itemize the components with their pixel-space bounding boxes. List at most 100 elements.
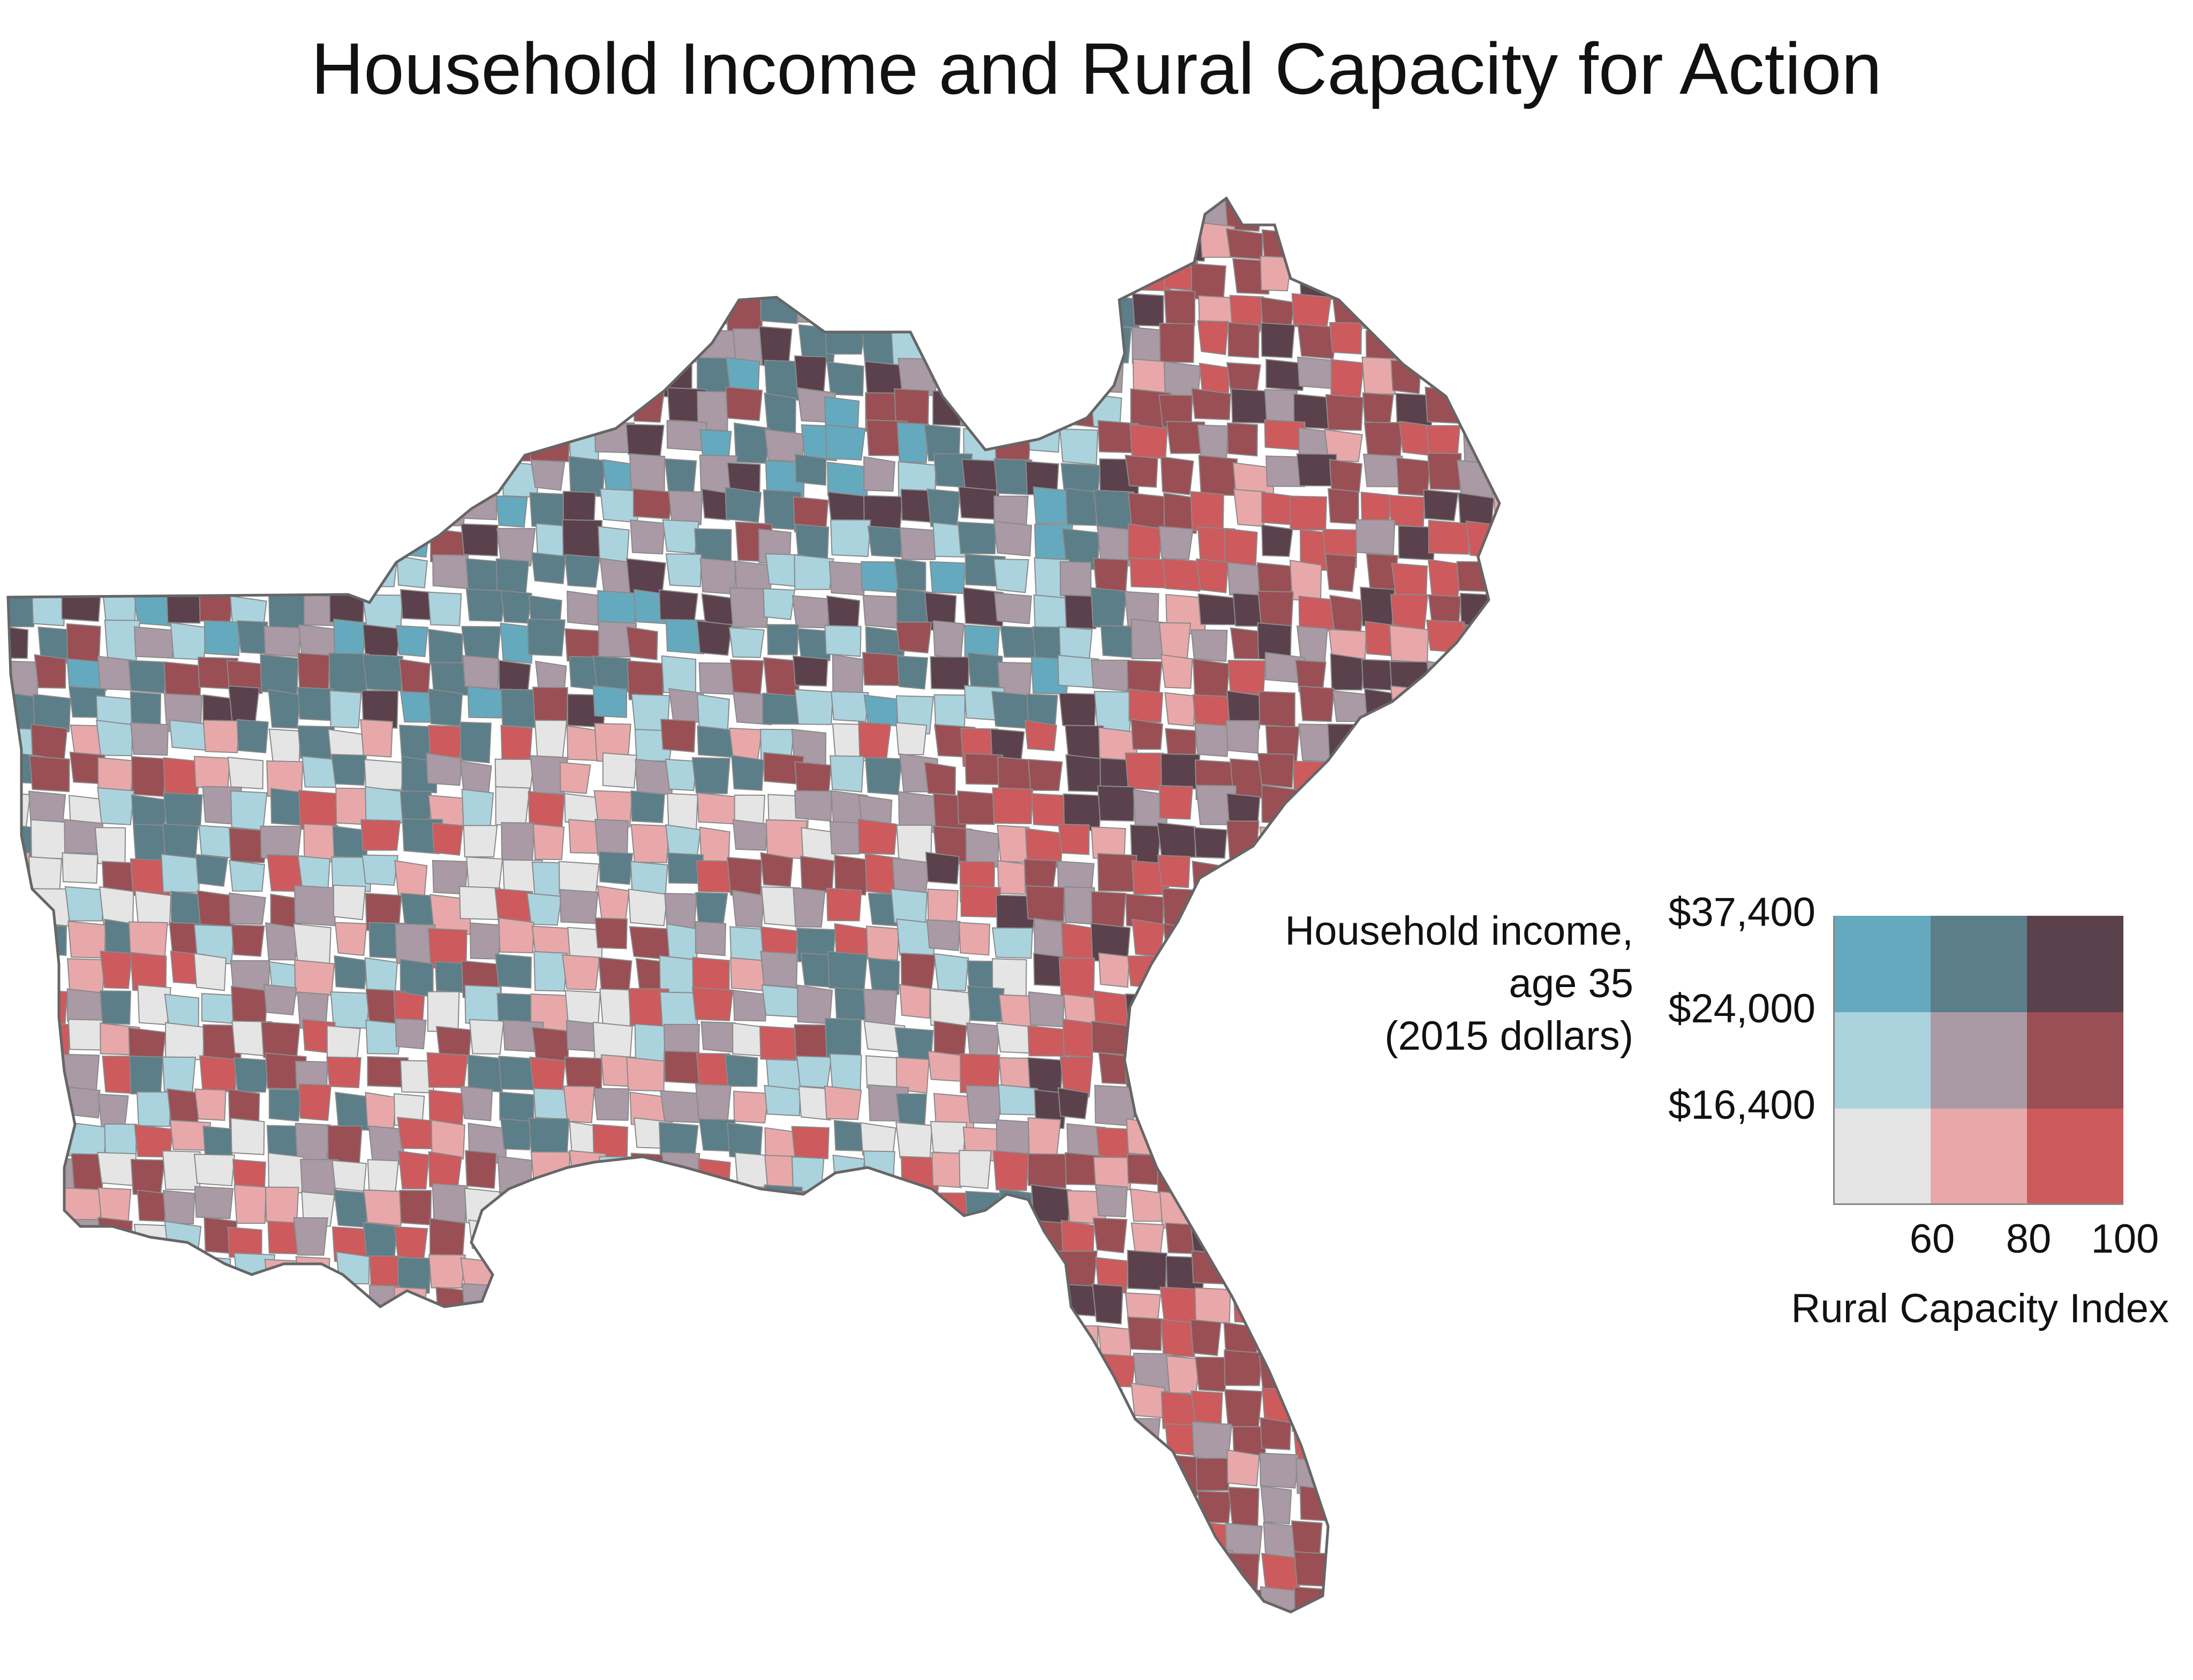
county-shape (61, 589, 101, 622)
county-shape (760, 1321, 802, 1363)
county-shape (331, 754, 367, 786)
county-shape (895, 1121, 933, 1159)
county-shape (699, 257, 733, 289)
county-shape (733, 1520, 773, 1561)
county-shape (965, 198, 1003, 229)
county-shape (767, 1624, 799, 1658)
county-shape (8, 1018, 42, 1058)
county-shape (1496, 1291, 1499, 1330)
county-shape (227, 1226, 262, 1259)
county-shape (368, 1125, 404, 1165)
county-shape (700, 1358, 736, 1391)
county-shape (299, 393, 338, 426)
county-shape (992, 927, 1034, 959)
county-shape (600, 1585, 634, 1612)
county-shape (1194, 722, 1230, 757)
county-shape (1327, 1259, 1369, 1293)
county-shape (262, 355, 295, 394)
county-shape (600, 1257, 636, 1289)
county-shape (1490, 455, 1499, 493)
county-shape (395, 1018, 427, 1050)
county-shape (395, 1421, 429, 1457)
county-shape (561, 1520, 594, 1561)
county-shape (397, 1117, 434, 1150)
county-shape (530, 459, 566, 491)
county-shape (333, 884, 366, 921)
county-shape (28, 856, 63, 892)
county-shape (8, 790, 31, 830)
county-shape (696, 620, 733, 656)
county-shape (896, 422, 930, 464)
county-shape (499, 326, 540, 366)
county-shape (1392, 1216, 1428, 1248)
county-shape (834, 923, 869, 955)
county-shape (398, 1150, 430, 1189)
county-shape (466, 1387, 508, 1427)
county-shape (1131, 718, 1163, 750)
county-shape (1428, 861, 1466, 901)
county-shape (8, 527, 37, 560)
county-shape (758, 1586, 795, 1612)
county-shape (1395, 295, 1435, 329)
county-shape (333, 1390, 372, 1427)
county-shape (8, 625, 29, 659)
county-shape (67, 1581, 103, 1612)
county-shape (798, 1482, 840, 1519)
county-shape (1127, 492, 1165, 529)
county-shape (1160, 1122, 1203, 1162)
county-shape (1299, 1085, 1331, 1124)
county-shape (632, 1488, 668, 1524)
county-shape (1489, 526, 1499, 558)
county-shape (534, 719, 568, 758)
county-shape (1491, 1322, 1499, 1360)
county-shape (534, 227, 571, 269)
county-shape (363, 1189, 402, 1226)
county-shape (1091, 1417, 1132, 1458)
county-shape (1024, 719, 1058, 751)
county-shape (1329, 1621, 1368, 1656)
county-shape (8, 224, 36, 257)
county-shape (892, 1387, 925, 1422)
county-shape (1298, 596, 1336, 631)
county-shape (1092, 1521, 1126, 1554)
county-shape (796, 1055, 832, 1089)
county-shape (1063, 1359, 1105, 1399)
county-shape (660, 718, 696, 753)
county-shape (664, 1321, 704, 1357)
county-shape (929, 296, 963, 329)
county-shape (297, 495, 329, 536)
county-shape (594, 1216, 631, 1250)
county-shape (333, 328, 366, 364)
county-shape (127, 1426, 167, 1458)
county-shape (32, 1359, 69, 1395)
county-shape (1130, 1453, 1164, 1490)
county-shape (700, 1187, 742, 1220)
county-shape (895, 1491, 935, 1527)
county-shape (365, 786, 406, 824)
county-shape (1298, 858, 1331, 896)
county-shape (334, 922, 367, 956)
county-shape (237, 1452, 273, 1494)
county-shape (1389, 198, 1431, 230)
legend-title: Household income, age 35 (2015 dollars) (1162, 905, 1633, 1063)
county-shape (729, 659, 764, 695)
county-shape (632, 1221, 665, 1259)
county-shape (732, 1289, 774, 1328)
county-shape (1256, 1159, 1293, 1196)
county-shape (1190, 1187, 1230, 1219)
county-shape (833, 1552, 874, 1585)
county-shape (302, 320, 335, 360)
county-shape (1365, 198, 1399, 235)
county-shape (1031, 1486, 1068, 1525)
county-shape (900, 1288, 939, 1320)
county-shape (400, 1456, 439, 1496)
county-shape (264, 1490, 303, 1524)
county-shape (265, 228, 303, 263)
county-shape (1362, 293, 1398, 332)
county-shape (729, 587, 771, 628)
county-shape (962, 1624, 994, 1659)
county-shape (464, 421, 502, 464)
county-shape (133, 1482, 175, 1516)
county-shape (96, 1418, 138, 1455)
county-shape (629, 1451, 668, 1490)
